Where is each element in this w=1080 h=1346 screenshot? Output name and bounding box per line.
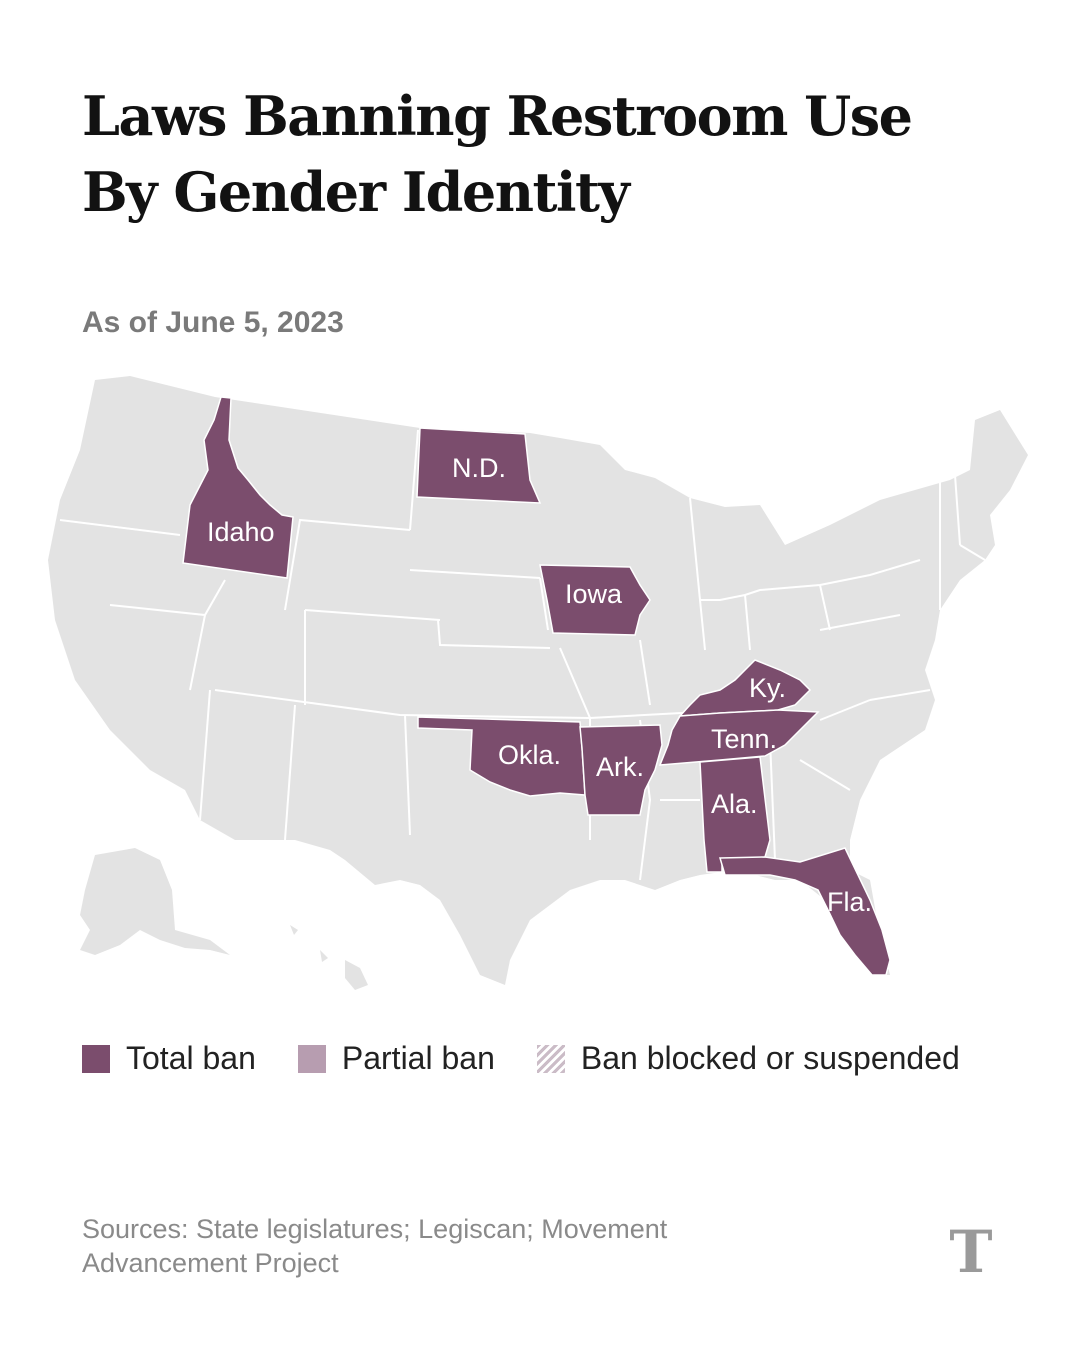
chart-title: Laws Banning Restroom Use By Gender Iden… [82,84,913,224]
contiguous-us-land [48,376,1028,985]
us-map: Idaho N.D. Iowa Ky. Tenn. Okla. Ark. Ala… [48,376,1028,990]
legend-ban-blocked: Ban blocked or suspended [536,1040,960,1077]
alaska-land [80,848,230,955]
border-lines [59,429,986,881]
ban-states [182,396,891,976]
hawaii-land [290,925,368,990]
source-note: Sources: State legislatures; Legiscan; M… [82,1214,668,1278]
chart-subtitle: As of June 5, 2023 [82,306,344,339]
label-florida: Fla. [827,887,872,917]
label-tennessee: Tenn. [711,724,777,754]
map-legend: Total ban Partial ban Ban blocked or sus… [82,1040,1002,1077]
state-arkansas [579,724,663,816]
label-alabama: Ala. [711,789,758,819]
state-borders [59,429,986,881]
land-layer [48,376,1028,990]
legend-partial-ban-label: Partial ban [341,1040,495,1076]
ban-blocked-swatch [536,1044,565,1073]
state-florida [719,847,891,976]
label-idaho: Idaho [207,517,275,547]
legend-total-ban: Total ban [82,1040,256,1077]
label-arkansas: Ark. [596,752,644,782]
label-north-dakota: N.D. [452,453,506,483]
state-iowa [539,564,651,636]
legend-partial-ban: Partial ban [297,1040,495,1077]
total-ban-swatch [82,1044,110,1073]
label-oklahoma: Okla. [498,740,561,770]
state-tennessee [658,709,820,766]
label-kentucky: Ky. [749,673,786,703]
legend-total-ban-label: Total ban [126,1040,256,1076]
nyt-logo-icon: T [949,1218,993,1286]
state-idaho [182,396,294,579]
label-iowa: Iowa [565,579,623,609]
partial-ban-swatch [297,1044,326,1073]
state-north-dakota [416,427,542,504]
legend-ban-blocked-label: Ban blocked or suspended [580,1040,960,1076]
state-labels: Idaho N.D. Iowa Ky. Tenn. Okla. Ark. Ala… [207,453,872,917]
